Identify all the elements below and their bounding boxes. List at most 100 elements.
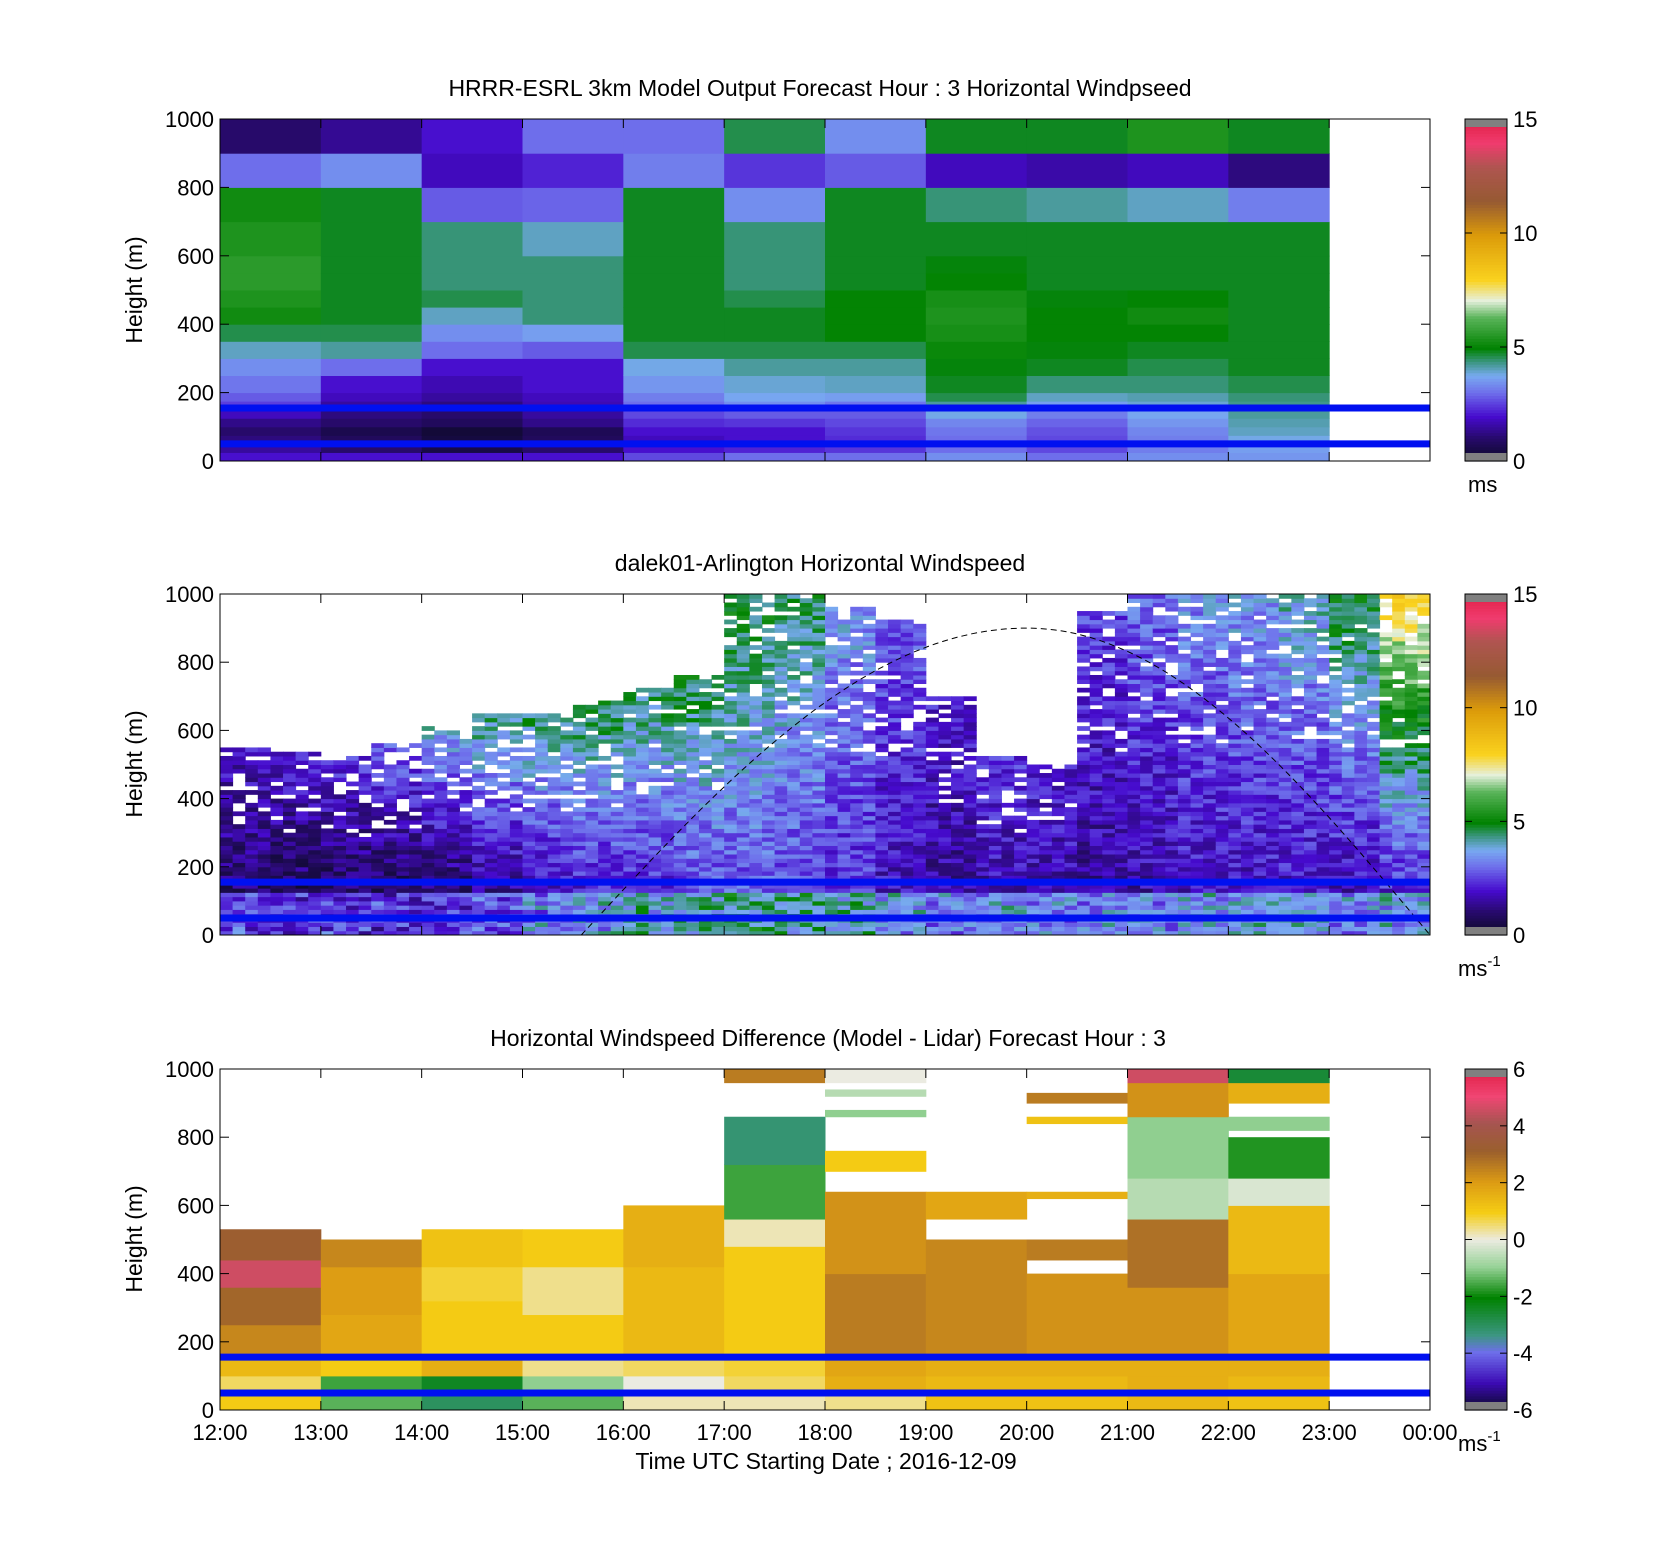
lidar-cell xyxy=(1240,862,1255,868)
lidar-cell xyxy=(484,845,498,851)
lidar-cell xyxy=(976,811,990,817)
lidar-cell xyxy=(308,871,322,876)
lidar-cell xyxy=(1240,602,1255,608)
lidar-cell xyxy=(484,721,498,727)
lidar-cell xyxy=(635,836,650,842)
lidar-cell xyxy=(497,807,511,812)
lidar-cell xyxy=(598,773,612,778)
lidar-cell xyxy=(1114,768,1128,774)
lidar-cell xyxy=(825,836,839,842)
lidar-cell xyxy=(850,696,864,702)
lidar-cell xyxy=(837,683,851,689)
lidar-cell xyxy=(1001,900,1015,906)
lidar-cell xyxy=(799,883,813,889)
lidar-cell xyxy=(1152,926,1166,932)
lidar-cell xyxy=(862,636,876,642)
lidar-cell xyxy=(1203,802,1217,808)
lidar-cell xyxy=(472,930,486,936)
colorbar-under-cap xyxy=(1465,453,1507,461)
lidar-cell xyxy=(1228,811,1242,817)
colorbar-segment xyxy=(1465,241,1507,245)
lidar-cell xyxy=(1127,632,1141,638)
lidar-cell xyxy=(875,854,889,859)
model-y-axis-label: Height (m) xyxy=(121,236,147,343)
lidar-cell xyxy=(522,721,536,727)
lidar-cell xyxy=(1215,602,1229,608)
lidar-cell xyxy=(522,896,536,902)
lidar-cell xyxy=(1077,815,1091,821)
lidar-cell xyxy=(673,721,687,727)
lidar-cell xyxy=(522,807,536,812)
lidar-cell xyxy=(938,815,952,821)
lidar-cell xyxy=(232,760,246,765)
lidar-cell xyxy=(862,883,876,889)
lidar-cell xyxy=(1177,611,1192,616)
lidar-cell xyxy=(686,909,700,915)
lidar-cell xyxy=(1215,747,1229,753)
lidar-cell xyxy=(535,764,549,770)
lidar-cell xyxy=(761,785,776,791)
lidar-cell xyxy=(661,888,675,893)
lidar-cell xyxy=(434,760,448,765)
lidar-cell xyxy=(572,738,587,744)
lidar-cell xyxy=(535,896,549,902)
lidar-cell xyxy=(383,798,397,804)
lidar-cell xyxy=(610,926,624,932)
lidar-cell xyxy=(673,687,687,693)
lidar-cell xyxy=(623,815,637,821)
lidar-cell xyxy=(257,900,271,906)
lidar-cell xyxy=(1215,696,1229,702)
lidar-cell xyxy=(925,798,939,804)
lidar-cell xyxy=(913,828,927,834)
lidar-cell xyxy=(371,866,385,872)
lidar-cell xyxy=(774,909,788,915)
lidar-cell xyxy=(1215,636,1229,642)
lidar-cell xyxy=(698,743,713,748)
lidar-cell xyxy=(1064,790,1078,795)
lidar-cell xyxy=(875,836,889,842)
lidar-cell xyxy=(333,849,347,855)
lidar-cell xyxy=(774,854,788,859)
lidar-cell xyxy=(787,802,801,808)
lidar-cell xyxy=(698,922,713,927)
lidar-cell xyxy=(497,815,511,821)
lidar-cell xyxy=(888,649,902,655)
lidar-cell xyxy=(1077,875,1091,881)
lidar-cell xyxy=(421,866,435,872)
lidar-cell xyxy=(1215,866,1229,872)
lidar-cell xyxy=(925,832,939,838)
lidar-cell xyxy=(220,892,234,898)
lidar-cell xyxy=(963,862,977,868)
lidar-cell xyxy=(1240,841,1255,846)
lidar-cell xyxy=(308,888,322,893)
lidar-cell xyxy=(812,747,826,753)
lidar-cell xyxy=(1203,790,1217,795)
lidar-cell xyxy=(1077,858,1091,864)
lidar-cell xyxy=(648,747,662,753)
lidar-cell xyxy=(1127,785,1141,791)
lidar-cell xyxy=(635,760,650,765)
lidar-cell xyxy=(913,871,927,876)
lidar-cell xyxy=(850,883,864,889)
lidar-cell xyxy=(1177,760,1192,765)
lidar-cell xyxy=(346,807,360,812)
lidar-cell xyxy=(913,854,927,859)
lidar-cell xyxy=(787,815,801,821)
lidar-cell xyxy=(1190,888,1204,893)
lidar-cell xyxy=(585,819,599,825)
lidar-cell xyxy=(900,858,914,864)
lidar-cell xyxy=(963,777,977,783)
lidar-cell xyxy=(1228,781,1242,787)
model-cell xyxy=(421,418,523,428)
lidar-cell xyxy=(963,811,977,817)
lidar-cell xyxy=(812,781,826,787)
lidar-cell xyxy=(1177,700,1192,706)
lidar-cell xyxy=(623,734,637,740)
lidar-cell xyxy=(333,845,347,851)
lidar-cell xyxy=(472,794,486,800)
lidar-cell xyxy=(446,764,460,770)
lidar-cell xyxy=(963,815,977,821)
lidar-cell xyxy=(761,755,776,761)
lidar-cell xyxy=(1190,594,1204,599)
lidar-cell xyxy=(850,841,864,846)
